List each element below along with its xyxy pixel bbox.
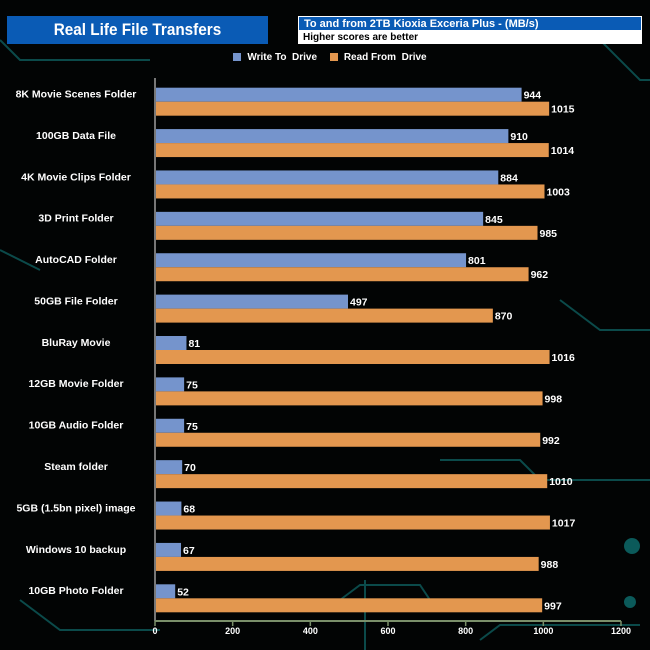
x-tick-label: 400	[303, 626, 318, 636]
category-label: Windows 10 backup	[26, 544, 126, 556]
category-label: 50GB File Folder	[34, 295, 117, 307]
bar-write	[155, 211, 484, 226]
data-label: 1003	[546, 186, 570, 198]
category-label: 3D Print Folder	[38, 213, 113, 225]
category-label: 4K Movie Clips Folder	[21, 171, 131, 183]
bar-write	[155, 253, 467, 268]
bar-write	[155, 87, 522, 102]
category-label: 5GB (1.5bn pixel) image	[16, 502, 135, 514]
bar-write	[155, 418, 185, 433]
x-tick-label: 600	[380, 626, 395, 636]
legend-swatch-read	[329, 53, 338, 61]
data-label: 962	[531, 269, 549, 281]
data-label: 1017	[552, 518, 576, 530]
bar-write	[155, 129, 509, 144]
chart-title: Real Life File Transfers	[7, 16, 268, 44]
bar-write	[155, 542, 182, 557]
bar-write	[155, 501, 182, 516]
x-tick-label: 200	[225, 626, 240, 636]
data-label: 801	[468, 255, 486, 267]
bar-read	[155, 225, 538, 240]
data-label: 1015	[551, 104, 575, 116]
category-label: 8K Movie Scenes Folder	[16, 89, 137, 101]
data-label: 870	[495, 311, 513, 323]
data-label: 884	[500, 172, 518, 184]
bar-write	[155, 377, 185, 392]
data-label: 944	[524, 90, 542, 102]
data-label: 68	[183, 504, 195, 516]
data-label: 910	[510, 131, 528, 143]
bar-read	[155, 350, 550, 364]
bar-read	[155, 184, 545, 199]
bar-write	[155, 460, 183, 475]
x-tick-label: 1200	[611, 626, 631, 636]
data-label: 70	[184, 462, 196, 474]
category-label: BluRay Movie	[42, 337, 111, 349]
category-label: 100GB Data File	[36, 130, 116, 142]
category-label: 12GB Movie Folder	[28, 378, 123, 390]
legend-label-read: Read From Drive	[343, 52, 427, 63]
chart-subtitle: To and from 2TB Kioxia Exceria Plus - (M…	[298, 16, 642, 31]
data-label: 1016	[552, 352, 576, 364]
data-label: 81	[188, 338, 200, 350]
bar-write	[155, 170, 499, 185]
category-label: 10GB Audio Folder	[29, 420, 124, 432]
data-label: 75	[186, 421, 198, 433]
data-label: 985	[540, 228, 558, 240]
bar-write	[155, 584, 176, 599]
chart-note: Higher scores are better	[298, 31, 642, 44]
bar-read	[155, 143, 549, 158]
data-label: 992	[542, 435, 560, 447]
bar-read	[155, 391, 543, 406]
data-label: 998	[545, 393, 563, 405]
bar-read	[155, 432, 541, 447]
data-label: 988	[541, 559, 559, 571]
x-tick-label: 1000	[533, 626, 553, 636]
category-label: Steam folder	[44, 461, 108, 473]
x-tick-label: 800	[458, 626, 473, 636]
bar-read	[155, 474, 548, 489]
legend-label-write: Write To Drive	[247, 52, 318, 63]
data-label: 75	[186, 379, 198, 391]
legend-swatch-write	[233, 53, 242, 61]
bar-read	[155, 308, 493, 323]
category-label: AutoCAD Folder	[35, 254, 117, 266]
bar-read	[155, 101, 550, 116]
category-label: 10GB Photo Folder	[28, 585, 123, 597]
bar-read	[155, 598, 543, 613]
bar-read	[155, 515, 550, 530]
data-label: 1010	[549, 476, 573, 488]
data-label: 497	[350, 297, 368, 309]
data-label: 1014	[551, 145, 575, 157]
data-label: 845	[485, 214, 503, 226]
bar-write	[155, 336, 187, 350]
legend: Write To Drive Read From Drive	[0, 52, 650, 63]
data-label: 67	[183, 545, 195, 557]
bar-read	[155, 267, 529, 282]
bar-read	[155, 556, 539, 571]
data-label: 52	[177, 586, 189, 598]
data-label: 997	[544, 600, 562, 612]
x-tick-label: 0	[152, 626, 157, 636]
bar-write	[155, 294, 349, 309]
